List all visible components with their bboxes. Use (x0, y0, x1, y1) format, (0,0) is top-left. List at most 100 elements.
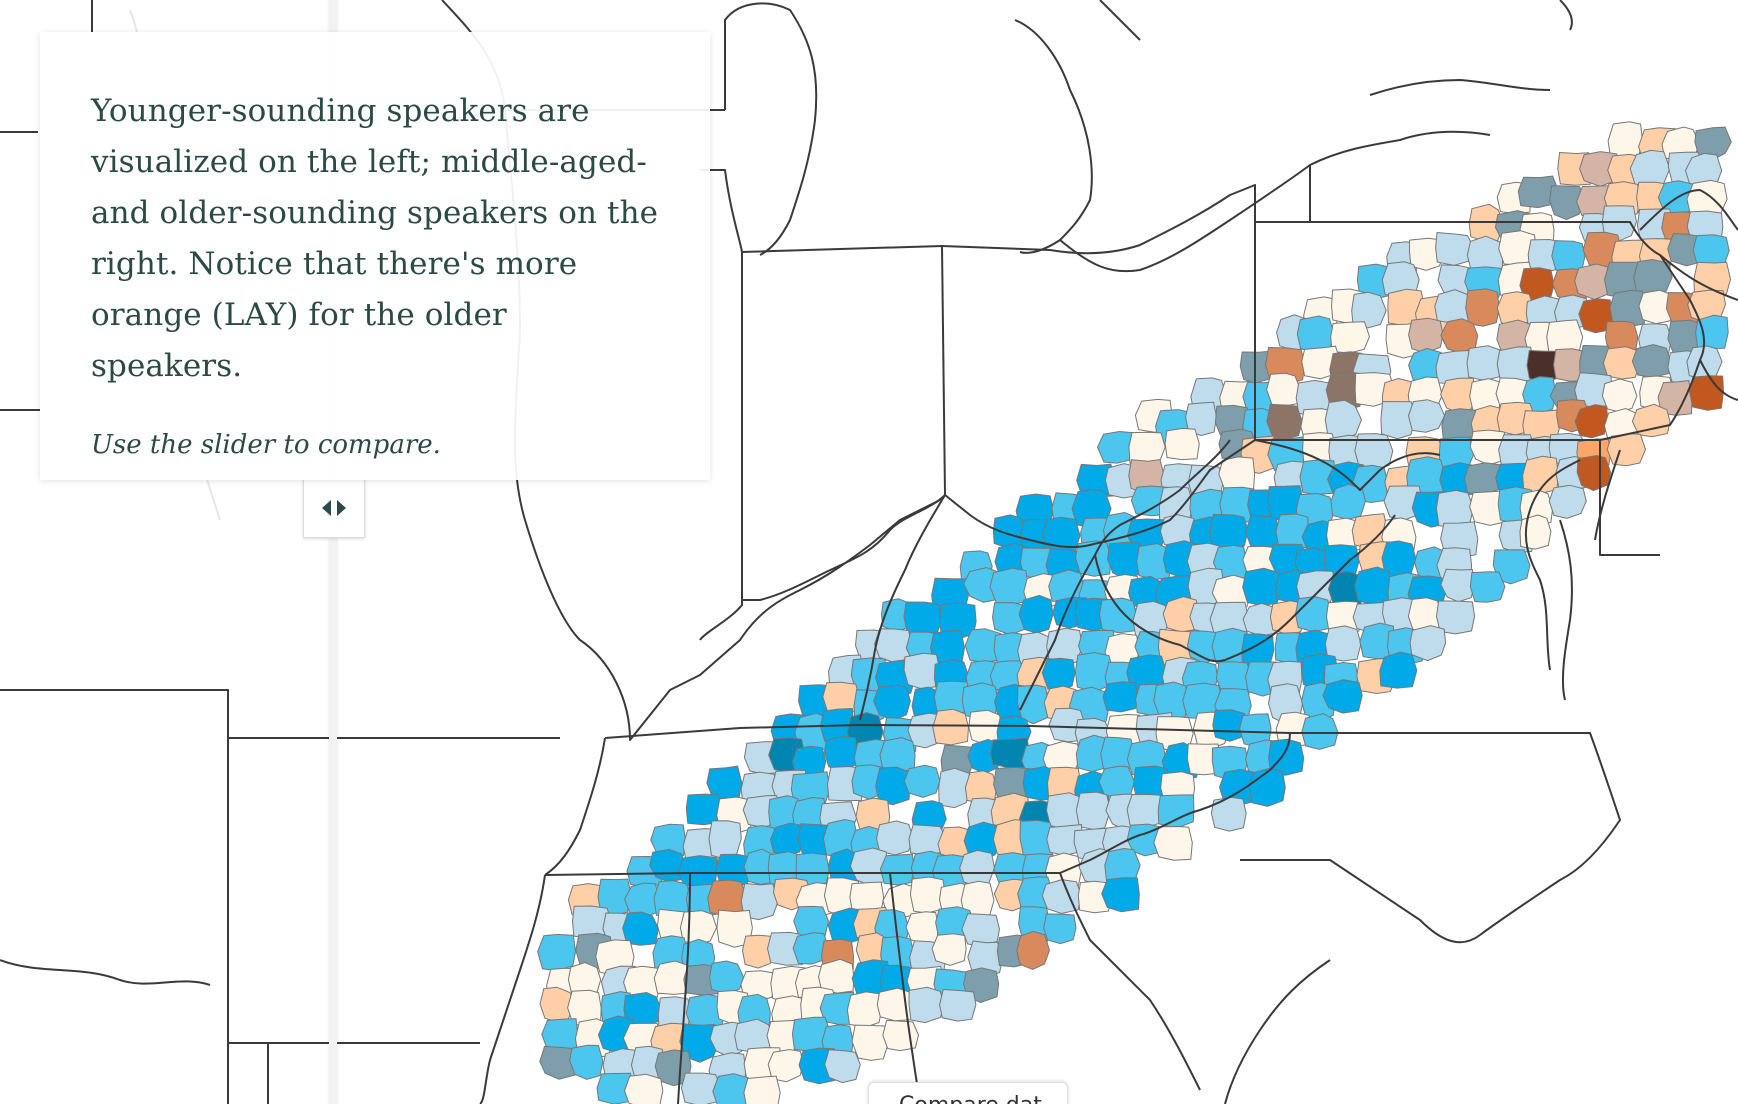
county-shape (1409, 625, 1447, 662)
county-shape (1325, 371, 1364, 411)
county-shape (1354, 566, 1393, 607)
county-shape (1435, 600, 1476, 635)
county-shape (1266, 403, 1303, 441)
county-shape (769, 822, 806, 856)
county-shape (882, 1019, 920, 1052)
county-shape (1322, 679, 1363, 714)
county-shape (1153, 825, 1193, 861)
county-shape (1218, 456, 1256, 493)
county-shape (1695, 314, 1729, 350)
county-shape (873, 684, 911, 722)
county-shape (1631, 344, 1672, 378)
county-shape (685, 793, 722, 826)
county-shape (541, 1018, 579, 1051)
county-shape (1601, 205, 1638, 242)
county-shape (1469, 571, 1506, 603)
info-card: Younger-sounding speakers are visualized… (40, 32, 710, 480)
county-shape (824, 1049, 861, 1084)
county-shape (677, 855, 718, 888)
county-shape (1522, 376, 1557, 415)
county-shape (1185, 401, 1218, 437)
county-shape (767, 1048, 804, 1083)
county-shape (1407, 399, 1446, 433)
county-shape (1551, 240, 1586, 273)
county-shape (967, 940, 1004, 977)
county-shape (597, 878, 633, 916)
county-shape (1098, 597, 1137, 634)
compare-slider-handle[interactable] (303, 478, 365, 538)
county-shape (1379, 651, 1418, 689)
county-shape (903, 601, 944, 636)
county-shape (1296, 315, 1335, 353)
county-shape (1609, 289, 1648, 328)
county-shape (875, 766, 911, 806)
arrow-right-icon (337, 500, 346, 516)
compare-slider-rail[interactable] (329, 0, 337, 1104)
county-shape (1153, 681, 1189, 722)
county-shape (1266, 372, 1302, 407)
county-shape (1075, 791, 1111, 831)
county-shape (1101, 877, 1140, 913)
county-shape (939, 988, 977, 1022)
county-shape (1330, 321, 1371, 354)
county-shape (1210, 796, 1247, 832)
county-shape (823, 735, 858, 771)
county-shape (1465, 288, 1501, 327)
info-card-text: Younger-sounding speakers are visualized… (91, 93, 659, 384)
compare-data-tab[interactable]: Compare dat (868, 1082, 1068, 1104)
county-shape (1296, 570, 1337, 604)
county-shape (1380, 401, 1417, 440)
county-shape (1606, 433, 1647, 467)
county-shape (908, 986, 945, 1024)
county-shape (1354, 433, 1394, 471)
county-shape (622, 965, 662, 1003)
county-shape (932, 708, 970, 746)
county-shape (879, 853, 915, 886)
county-shape (712, 1073, 754, 1104)
county-shape (1041, 657, 1076, 693)
county-shape (1209, 513, 1249, 549)
county-shape (1657, 380, 1693, 416)
county-shape (1043, 913, 1077, 945)
county-shape (1440, 568, 1475, 603)
county-shape (1324, 399, 1363, 440)
county-shape (1686, 345, 1723, 381)
county-shape (1638, 289, 1676, 325)
county-shape (1440, 377, 1477, 414)
county-shape (1601, 378, 1638, 413)
county-shape (1351, 291, 1387, 329)
county-shape (1688, 375, 1725, 411)
county-shape (1102, 681, 1139, 713)
county-shape (1211, 574, 1252, 610)
county-shape (709, 960, 745, 995)
county-shape (1157, 794, 1195, 830)
county-shape (1294, 596, 1332, 633)
county-shape (1408, 317, 1444, 354)
county-shape (1301, 713, 1339, 750)
county-shape (1248, 767, 1286, 807)
county-shape (931, 933, 967, 966)
county-shape (708, 820, 742, 860)
county-shape (1549, 185, 1586, 221)
county-shape (1041, 879, 1082, 915)
county-shape (1492, 549, 1531, 585)
county-shape (1631, 403, 1671, 438)
county-shape (1519, 514, 1552, 550)
county-shape (537, 933, 577, 972)
county-shape (1018, 594, 1054, 634)
county-shape (903, 764, 941, 798)
county-shape (1435, 231, 1475, 266)
county-shape (1466, 345, 1505, 382)
county-shape (903, 652, 941, 690)
county-shape (1576, 454, 1612, 492)
county-shape (1164, 427, 1200, 461)
county-shape (741, 934, 777, 969)
county-shape (879, 737, 916, 773)
county-choropleth (537, 121, 1732, 1104)
county-shape (1694, 126, 1732, 161)
county-shape (1440, 318, 1479, 354)
county-shape (740, 882, 779, 921)
county-shape (1602, 346, 1642, 380)
